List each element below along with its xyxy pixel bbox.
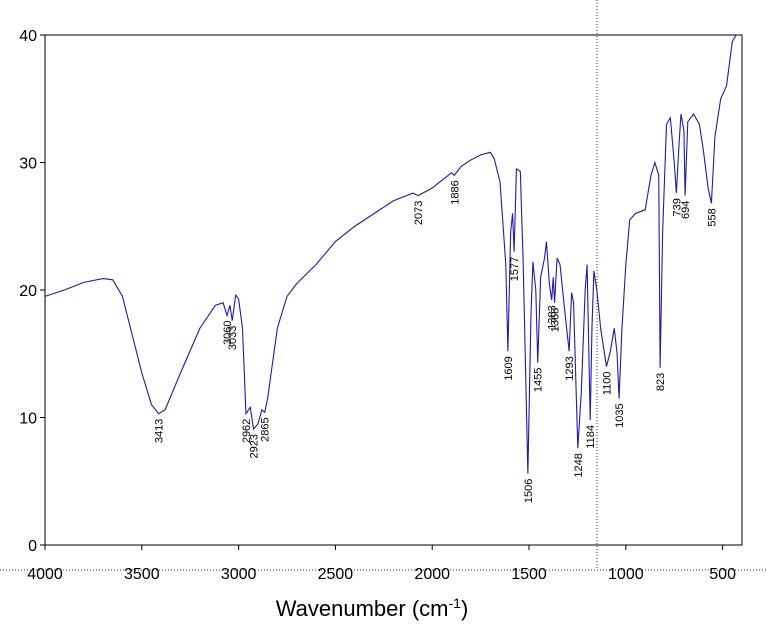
peak-label: 1100: [601, 372, 613, 396]
peak-label: 3413: [154, 419, 166, 443]
plot-frame: [44, 34, 743, 546]
x-tick-label: 2500: [318, 566, 354, 583]
x-tick-label: 1500: [511, 566, 547, 583]
peak-label: 1248: [573, 453, 585, 477]
peak-label: 2962: [241, 419, 253, 443]
peak-label: 2073: [413, 201, 425, 225]
peak-label: 1886: [449, 180, 461, 204]
peak-label: 3060: [222, 321, 234, 345]
spectrum-line: [44, 34, 737, 474]
peak-label: 1035: [614, 403, 626, 427]
peak-label: 1506: [523, 479, 535, 503]
x-tick-label: 4000: [27, 566, 63, 583]
peak-label: 1383: [547, 305, 559, 329]
peak-label: 1184: [585, 425, 597, 449]
x-tick-label: 3500: [124, 566, 160, 583]
peak-label: 1609: [503, 356, 515, 380]
y-tick-label: 30: [19, 156, 37, 173]
x-axis-label: Wavenumber (cm-1): [276, 595, 469, 621]
y-tick-label: 10: [19, 411, 37, 428]
peak-label: 739: [671, 198, 683, 216]
x-tick-label: 2000: [414, 566, 450, 583]
peak-label: 694: [680, 201, 692, 219]
peak-label: 1577: [509, 257, 521, 281]
x-tick-label: 1000: [608, 566, 644, 583]
y-tick-label: 0: [28, 538, 37, 555]
peak-label: 3033: [227, 326, 239, 350]
peak-label: 823: [655, 373, 667, 391]
y-tick-label: 20: [19, 283, 37, 300]
peak-label: 1293: [564, 356, 576, 380]
x-tick-label: 3000: [221, 566, 257, 583]
peak-label: 1368: [550, 308, 562, 332]
peak-label: 2923: [249, 434, 261, 458]
x-tick-label: 500: [709, 566, 736, 583]
peak-label: 2865: [260, 417, 272, 441]
peak-label: 1455: [533, 368, 545, 392]
y-tick-label: 40: [19, 28, 37, 45]
peak-label: 558: [706, 208, 718, 226]
